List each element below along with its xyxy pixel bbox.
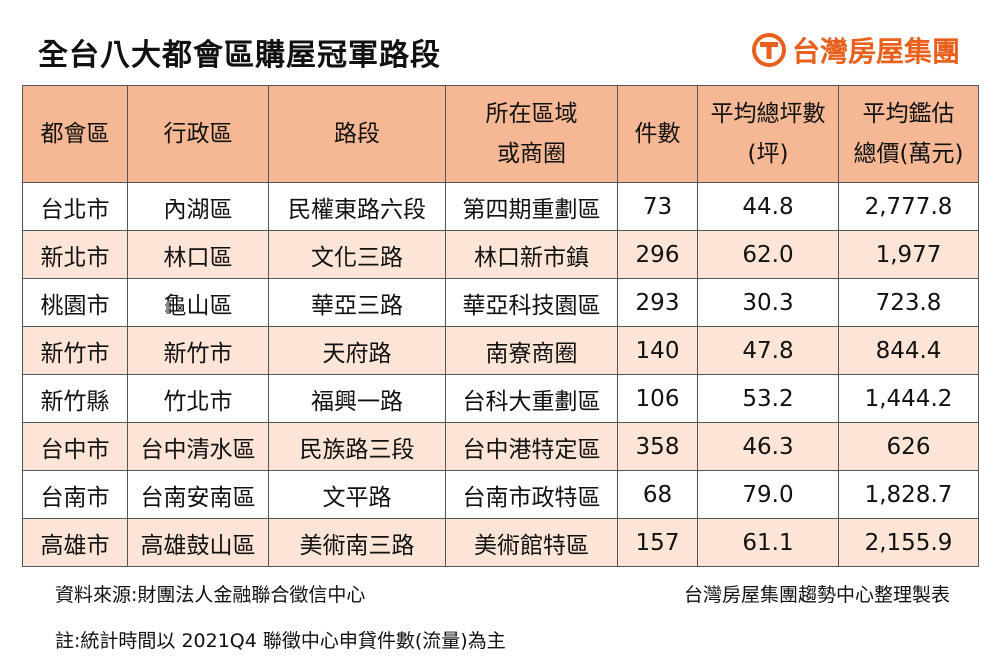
table-row: 台中市 台中清水區 民族路三段 台中港特定區 358 46.3 626	[22, 422, 979, 471]
table-body: 台北市 內湖區 民權東路六段 第四期重劃區 73 44.8 2,777.8 新北市 林口區 文化三…	[22, 182, 979, 567]
table-cell: 竹北市	[127, 374, 269, 423]
table-cell: 龜山區	[127, 278, 269, 327]
table-cell: 53.2	[697, 374, 839, 423]
table-cell: 第四期重劃區	[445, 182, 618, 231]
table-cell: 台中市	[22, 422, 128, 471]
table-cell: 民族路三段	[268, 422, 446, 471]
table-cell: 61.1	[697, 518, 839, 567]
table-cell: 68	[617, 470, 698, 519]
table-cell: 林口新市鎮	[445, 230, 618, 279]
table-row: 高雄市 高雄鼓山區 美術南三路 美術館特區 157 61.1 2,155.9	[22, 518, 979, 567]
table-cell: 新北市	[22, 230, 128, 279]
table-cell: 福興一路	[268, 374, 446, 423]
header-line: 行政區	[163, 121, 233, 147]
table-cell: 文平路	[268, 470, 446, 519]
table-cell: 桃園市	[22, 278, 128, 327]
table-cell: 高雄市	[22, 518, 128, 567]
table-cell: 內湖區	[127, 182, 269, 231]
header-line: 平均鑑估	[862, 101, 955, 127]
table-cell: 天府路	[268, 326, 446, 375]
table-cell: 台中港特定區	[445, 422, 618, 471]
table-cell: 林口區	[127, 230, 269, 279]
table-cell: 新竹市	[22, 326, 128, 375]
table-cell: 美術南三路	[268, 518, 446, 567]
table-cell: 台南安南區	[127, 470, 269, 519]
table-cell: 台中清水區	[127, 422, 269, 471]
table-cell: 140	[617, 326, 698, 375]
header-line: 件數	[634, 121, 681, 147]
column-header: 件數	[617, 85, 698, 183]
header-line: (坪)	[747, 141, 789, 167]
table-cell: 華亞科技園區	[445, 278, 618, 327]
table-cell: 44.8	[697, 182, 839, 231]
table-row: 新竹縣 竹北市 福興一路 台科大重劃區 106 53.2 1,444.2	[22, 374, 979, 423]
table-cell: 新竹市	[127, 326, 269, 375]
logo-icon	[751, 33, 786, 67]
table-row: 台南市 台南安南區 文平路 台南市政特區 68 79.0 1,828.7	[22, 470, 979, 519]
table-cell: 民權東路六段	[268, 182, 446, 231]
table-cell: 台南市	[22, 470, 128, 519]
column-header: 平均總坪數 (坪)	[697, 85, 839, 183]
header-line: 路段	[334, 121, 380, 147]
table-cell: 1,444.2	[838, 374, 979, 423]
table-cell: 台科大重劃區	[445, 374, 618, 423]
table-cell: 723.8	[838, 278, 979, 327]
table-cell: 358	[617, 422, 698, 471]
column-header: 都會區	[22, 85, 128, 183]
header-line: 或商圈	[497, 141, 566, 167]
table-cell: 73	[617, 182, 698, 231]
table-cell: 106	[617, 374, 698, 423]
note: 註:統計時間以 2021Q4 聯徵中心申貸件數(流量)為主	[55, 630, 506, 652]
source: 資料來源:財團法人金融聯合徵信中心	[55, 584, 366, 606]
table-cell: 79.0	[697, 470, 839, 519]
table-cell: 新竹縣	[22, 374, 128, 423]
table-row: 台北市 內湖區 民權東路六段 第四期重劃區 73 44.8 2,777.8	[22, 182, 979, 231]
column-header: 路段	[268, 85, 446, 183]
header-line: 都會區	[40, 121, 110, 147]
table-cell: 62.0	[697, 230, 839, 279]
header-line: 所在區域	[485, 101, 578, 127]
column-header: 平均鑑估總價(萬元)	[838, 85, 979, 183]
table-cell: 南寮商圈	[445, 326, 618, 375]
table-cell: 626	[838, 422, 979, 471]
table-cell: 1,828.7	[838, 470, 979, 519]
table-cell: 台北市	[22, 182, 128, 231]
table-cell: 2,777.8	[838, 182, 979, 231]
logo: 台灣房屋集團	[751, 30, 960, 70]
table-cell: 293	[617, 278, 698, 327]
column-header: 所在區域 或商圈	[445, 85, 618, 183]
header-line: 總價(萬元)	[853, 141, 964, 167]
logo-text: 台灣房屋集團	[791, 35, 960, 68]
table-cell: 46.3	[697, 422, 839, 471]
table-cell: 美術館特區	[445, 518, 618, 567]
header-line: 平均總坪數	[710, 101, 826, 127]
table-cell: 2,155.9	[838, 518, 979, 567]
header-row: 都會區 行政區 路段 所在區域 或商圈 件數 平均總坪數 (坪) 平均鑑估 總價(萬元)	[22, 85, 979, 183]
table-cell: 47.8	[697, 326, 839, 375]
table-cell: 157	[617, 518, 698, 567]
table-cell: 文化三路	[268, 230, 446, 279]
table-cell: 1,977	[838, 230, 979, 279]
table-cell: 台南市政特區	[445, 470, 618, 519]
title: 全台八大都會區購屋冠軍路段	[38, 38, 441, 73]
credit: 台灣房屋集團趨勢中心整理製表	[683, 584, 950, 606]
table-cell: 30.3	[697, 278, 839, 327]
column-header: 行政區	[127, 85, 269, 183]
table-row: 新北市 林口區 文化三路 林口新市鎮 296 62.0 1,977	[22, 230, 979, 279]
data-table: 都會區 行政區 路段 所在區域 或商圈 件數 平均總坪數 (坪) 平均鑑估 總價(萬元) 台北市內…	[22, 85, 979, 567]
table-row: 桃園市 龜山區 華亞三路 華亞科技園區 293 30.3 723.8	[22, 278, 979, 327]
table-cell: 844.4	[838, 326, 979, 375]
table-cell: 華亞三路	[268, 278, 446, 327]
table-row: 新竹市 新竹市 天府路 南寮商圈 140 47.8 844.4	[22, 326, 979, 375]
table-cell: 296	[617, 230, 698, 279]
table-cell: 高雄鼓山區	[127, 518, 269, 567]
